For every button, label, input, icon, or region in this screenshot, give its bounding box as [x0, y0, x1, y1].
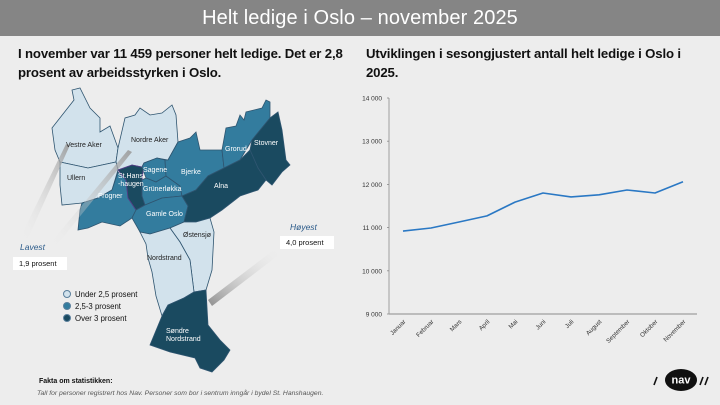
- x-axis: Januar Februar Mars April Mai Juni Juli August S…: [389, 313, 697, 345]
- y-axis: 9 000 10 000 11 000 12 000 13 000 14 000: [362, 96, 390, 319]
- x-tick-label: Juni: [534, 318, 547, 331]
- label-st-hanshaugen-2: -haugen: [118, 181, 144, 188]
- highest-title: Høyest: [290, 222, 317, 232]
- lowest-value: 1,9 prosent: [13, 257, 67, 270]
- legend-label-low: Under 2,5 prosent: [75, 289, 138, 299]
- label-stovner: Stovner: [254, 140, 279, 147]
- legend-swatch-high-icon: [63, 314, 71, 322]
- label-ostensjo: Østensjø: [183, 232, 212, 239]
- x-tick-label: Februar: [415, 318, 435, 338]
- logo-circle-icon: [665, 369, 697, 391]
- lowest-callout-beam-2: [48, 150, 132, 246]
- label-sondre-nordstrand-1: Søndre: [166, 328, 189, 335]
- legend-item-low: Under 2,5 prosent: [63, 288, 137, 300]
- y-tick-label: 11 000: [363, 225, 383, 232]
- highest-value: 4,0 prosent: [280, 236, 334, 249]
- x-tick-label: Mars: [449, 318, 464, 333]
- label-st-hanshaugen-1: St.Hans: [118, 173, 143, 180]
- label-gamle-oslo: Gamle Oslo: [146, 211, 183, 218]
- logo-slash-right-1-icon: [699, 376, 704, 386]
- facts-text: Tall for personer registrert hos Nav. Pe…: [37, 390, 324, 397]
- y-tick-label: 14 000: [362, 96, 382, 103]
- legend-swatch-mid-icon: [63, 302, 71, 310]
- legend-label-mid: 2,5-3 prosent: [75, 301, 121, 311]
- label-bjerke: Bjerke: [181, 169, 201, 176]
- title-bar: Helt ledige i Oslo – november 2025: [0, 0, 720, 36]
- y-tick-label: 12 000: [362, 182, 382, 189]
- chart-heading: Utviklingen i sesongjustert antall helt …: [366, 46, 681, 80]
- label-sondre-nordstrand-2: Nordstrand: [166, 336, 201, 343]
- x-tick-label: Oktober: [639, 318, 660, 339]
- logo-slash-right-2-icon: [704, 376, 709, 386]
- series-line: [402, 181, 684, 232]
- logo-slash-left-icon: [653, 376, 658, 386]
- lowest-callout-beam: [20, 144, 70, 238]
- logo-text: nav: [672, 375, 692, 387]
- legend-item-high: Over 3 prosent: [63, 312, 137, 324]
- district-stovner: [249, 111, 291, 186]
- label-sagene: Sagene: [143, 167, 167, 174]
- nav-logo: nav: [653, 369, 709, 391]
- page-title: Helt ledige i Oslo – november 2025: [202, 6, 518, 29]
- legend-swatch-low-icon: [63, 290, 71, 298]
- line-chart: 9 000 10 000 11 000 12 000 13 000 14 000 Janu…: [362, 96, 697, 345]
- x-tick-label: April: [478, 318, 492, 332]
- x-tick-label: September: [605, 318, 631, 344]
- y-tick-label: 13 000: [362, 139, 382, 146]
- district-alna: [181, 149, 267, 223]
- label-frogner: Frogner: [98, 193, 123, 200]
- x-tick-label: November: [662, 318, 687, 343]
- legend-label-high: Over 3 prosent: [75, 313, 127, 323]
- legend-item-mid: 2,5-3 prosent: [63, 300, 137, 312]
- y-tick-label: 10 000: [362, 268, 382, 275]
- label-vestre-aker: Vestre Aker: [66, 142, 102, 149]
- x-tick-label: Januar: [389, 318, 407, 336]
- x-tick-label: August: [585, 318, 604, 337]
- label-ullern: Ullern: [67, 175, 85, 182]
- label-alna: Alna: [214, 183, 228, 190]
- label-nordstrand: Nordstrand: [147, 255, 182, 262]
- y-tick-label: 9 000: [366, 312, 383, 319]
- map-legend: Under 2,5 prosent 2,5-3 prosent Over 3 p…: [63, 288, 137, 324]
- x-tick-label: Mai: [507, 318, 519, 330]
- x-tick-label: Juli: [564, 318, 576, 330]
- map-heading: I november var 11 459 personer helt ledi…: [18, 46, 343, 80]
- lowest-title: Lavest: [20, 242, 46, 252]
- label-nordre-aker: Nordre Aker: [131, 137, 169, 144]
- district-sondre-nordstrand: [149, 289, 231, 373]
- oslo-district-map: Vestre Aker Nordre Aker Ullern Frogner S…: [20, 87, 291, 373]
- facts-title: Fakta om statistikken:: [39, 378, 113, 385]
- district-grorud: [221, 99, 271, 169]
- highest-callout-beam: [208, 249, 280, 306]
- label-grorud: Grorud: [225, 146, 247, 153]
- label-grunerlokka: Grünerløkka: [143, 186, 182, 193]
